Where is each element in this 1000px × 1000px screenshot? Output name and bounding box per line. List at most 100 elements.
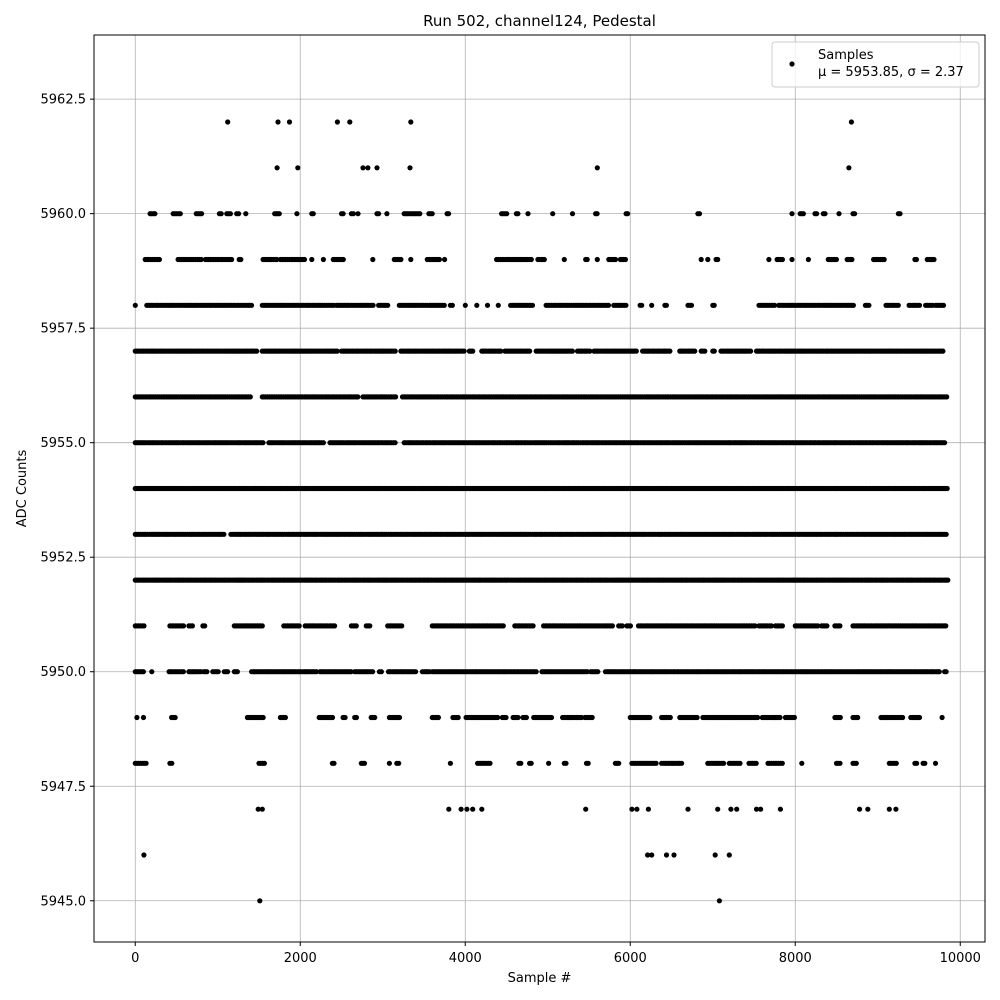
data-point xyxy=(374,165,380,171)
data-point xyxy=(518,760,524,766)
y-tick-label: 5952.5 xyxy=(41,551,87,566)
data-point xyxy=(645,852,651,858)
y-tick-label: 5962.5 xyxy=(41,93,87,108)
data-point xyxy=(296,623,302,629)
data-point xyxy=(261,760,267,766)
data-point xyxy=(498,348,504,354)
data-point xyxy=(913,256,920,263)
data-point xyxy=(408,256,414,263)
x-tick-label: 8000 xyxy=(779,951,812,966)
data-point xyxy=(914,760,920,766)
data-point xyxy=(143,760,149,766)
data-point xyxy=(777,806,784,812)
x-tick-label: 10000 xyxy=(940,951,981,966)
data-point xyxy=(225,119,231,125)
data-point xyxy=(229,256,235,263)
data-point xyxy=(679,760,685,766)
data-point xyxy=(177,211,183,217)
data-point xyxy=(429,211,435,217)
data-point xyxy=(479,806,485,812)
data-point xyxy=(533,669,539,675)
data-point xyxy=(943,531,949,537)
plot-frame xyxy=(93,34,986,943)
data-point xyxy=(791,714,798,721)
data-point xyxy=(633,348,639,354)
data-point xyxy=(313,669,320,675)
data-point xyxy=(777,714,783,721)
data-point xyxy=(503,714,509,721)
data-point xyxy=(594,256,600,263)
data-point xyxy=(814,211,820,217)
data-point xyxy=(940,348,946,354)
data-point xyxy=(569,211,576,217)
data-point xyxy=(260,440,266,446)
data-point xyxy=(243,211,249,217)
y-tick-label: 5950.0 xyxy=(41,665,87,680)
data-point xyxy=(361,760,368,766)
chart-title: Run 502, channel124, Pedestal xyxy=(423,12,656,30)
data-point xyxy=(152,211,158,217)
data-point xyxy=(202,623,208,629)
data-point xyxy=(833,256,840,263)
data-point xyxy=(393,394,399,400)
data-point xyxy=(398,256,404,263)
data-point xyxy=(893,806,899,812)
data-point xyxy=(837,760,843,766)
data-point xyxy=(716,898,723,904)
x-tick-label: 2000 xyxy=(284,951,317,966)
data-point xyxy=(530,623,536,629)
data-point xyxy=(140,714,147,721)
data-point xyxy=(221,531,227,537)
data-point xyxy=(881,256,887,263)
data-point xyxy=(850,302,857,308)
data-point xyxy=(169,760,175,766)
data-point xyxy=(348,669,354,675)
data-point xyxy=(392,440,398,446)
data-point xyxy=(594,165,600,171)
data-point xyxy=(529,302,536,308)
data-point xyxy=(353,623,359,629)
data-point xyxy=(671,852,677,858)
data-point xyxy=(484,302,491,308)
data-point xyxy=(407,165,413,171)
data-point xyxy=(172,714,178,721)
data-point xyxy=(309,256,315,263)
data-point xyxy=(376,211,382,217)
data-point xyxy=(583,806,589,812)
data-point xyxy=(462,302,468,308)
data-point xyxy=(259,806,265,812)
data-point xyxy=(715,806,721,812)
data-point xyxy=(350,211,356,217)
data-point xyxy=(528,256,534,263)
data-point xyxy=(944,485,950,492)
data-point xyxy=(692,348,698,354)
data-point xyxy=(464,806,470,812)
data-point xyxy=(134,714,140,721)
data-point xyxy=(866,302,872,308)
data-point xyxy=(320,440,326,446)
data-point xyxy=(255,806,261,812)
data-point xyxy=(301,256,308,263)
data-point xyxy=(685,806,691,812)
data-point xyxy=(629,806,635,812)
data-point xyxy=(622,256,629,263)
data-point xyxy=(396,714,403,721)
data-point xyxy=(865,806,871,812)
data-point xyxy=(587,348,593,354)
data-point xyxy=(274,256,280,263)
data-point xyxy=(728,806,734,812)
data-point xyxy=(487,760,493,766)
data-point xyxy=(932,760,939,766)
data-point xyxy=(627,623,634,629)
data-point xyxy=(589,714,595,721)
data-point xyxy=(365,165,371,171)
data-point xyxy=(141,623,147,629)
data-point xyxy=(548,714,555,721)
data-point xyxy=(495,714,501,721)
data-point xyxy=(446,211,452,217)
data-point xyxy=(436,256,442,263)
data-point xyxy=(413,669,419,675)
legend-series-name: Samples xyxy=(818,48,874,63)
data-point xyxy=(525,211,531,217)
